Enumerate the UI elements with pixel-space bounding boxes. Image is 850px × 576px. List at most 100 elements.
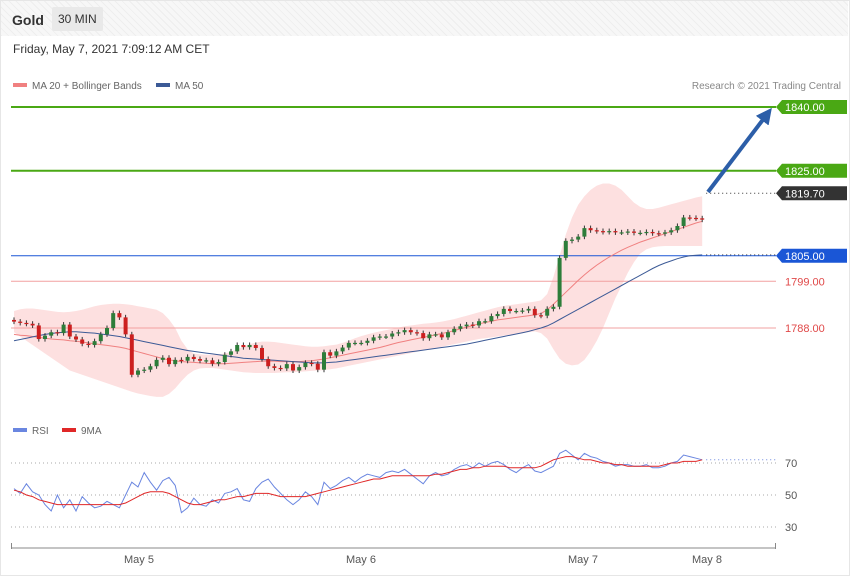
candle	[700, 218, 705, 220]
rsi-tick-label: 70	[785, 458, 797, 470]
candle	[346, 342, 351, 348]
candle	[204, 360, 209, 362]
candle	[427, 334, 432, 339]
candle	[582, 228, 587, 237]
candle	[235, 345, 240, 352]
ma20-line	[13, 220, 703, 365]
legend-rsi: RSI	[13, 426, 49, 438]
candle	[365, 340, 370, 343]
candle	[291, 364, 295, 371]
candle	[36, 325, 41, 340]
candle	[675, 226, 680, 231]
x-tick-label: May 8	[692, 554, 722, 566]
candle	[384, 336, 388, 338]
candle	[421, 333, 426, 339]
price-tag-1805.00: 1805.00	[776, 248, 847, 263]
candle	[483, 321, 488, 323]
candle	[415, 332, 419, 334]
candle	[359, 342, 364, 345]
legend-label-rsi-ma: 9MA	[81, 426, 102, 437]
candle	[489, 316, 494, 322]
candle	[12, 319, 16, 322]
candle	[117, 313, 122, 318]
legend-label-ma50: MA 50	[175, 81, 204, 92]
candle	[371, 337, 376, 341]
candle	[105, 328, 109, 335]
candle	[551, 306, 556, 309]
candle	[185, 356, 190, 361]
candle	[557, 257, 562, 307]
price-tag-bg	[776, 248, 847, 263]
candle	[272, 366, 277, 368]
candle	[353, 342, 357, 345]
candle	[632, 231, 636, 233]
candle	[278, 367, 283, 370]
rsi-tick-label: 50	[785, 490, 797, 502]
candle	[588, 228, 593, 231]
candle	[607, 231, 612, 233]
candle	[594, 230, 599, 232]
candle	[160, 357, 165, 360]
price-tag-label: 1825.00	[785, 166, 825, 178]
rsi-line	[13, 449, 703, 514]
candle	[396, 332, 401, 334]
candle	[433, 334, 438, 336]
x-tick-label: May 7	[568, 554, 598, 566]
legend-swatch-rsi-ma	[62, 428, 76, 433]
rsi-ma-line	[13, 456, 703, 506]
candle	[477, 321, 481, 326]
candle	[328, 352, 333, 356]
candle	[638, 232, 643, 234]
candle	[576, 236, 581, 240]
rsi-tick-label: 30	[785, 522, 797, 534]
candle	[613, 231, 618, 233]
candle	[167, 357, 171, 365]
candle	[470, 324, 475, 326]
candle	[501, 308, 506, 314]
candle	[303, 362, 308, 368]
price-tag-1788.00: 1788.00	[785, 323, 825, 335]
legend-swatch-ma20	[13, 83, 27, 88]
candle	[377, 336, 382, 338]
candle	[601, 231, 605, 233]
price-tag-1825.00: 1825.00	[776, 163, 847, 178]
candle	[142, 369, 147, 371]
legend-swatch-rsi	[13, 428, 27, 433]
candle	[508, 308, 512, 311]
legend-ma20: MA 20 + Bollinger Bands	[13, 81, 142, 93]
candle	[458, 326, 463, 329]
candle	[526, 308, 531, 311]
legend-rsi-ma: 9MA	[62, 426, 102, 438]
candle	[514, 311, 519, 313]
candle	[663, 232, 667, 234]
candle	[694, 217, 698, 220]
candle	[80, 339, 85, 344]
candle	[309, 362, 314, 365]
candle	[390, 333, 395, 337]
price-tag-label: 1840.00	[785, 102, 825, 114]
candle	[681, 217, 686, 226]
forecast-arrow	[706, 107, 772, 194]
timestamp: Friday, May 7, 2021 7:09:12 AM CET	[13, 42, 210, 56]
price-tag-label: 1805.00	[785, 251, 825, 263]
interval-button[interactable]: 30 MIN	[52, 7, 103, 31]
x-tick-label: May 5	[124, 554, 154, 566]
price-tag-1819.70: 1819.70	[776, 186, 847, 201]
price-tag-label: 1819.70	[785, 188, 825, 200]
x-tick-label: May 6	[346, 554, 376, 566]
candle	[43, 335, 47, 340]
legend-label-ma20: MA 20 + Bollinger Bands	[32, 81, 142, 92]
candle	[198, 359, 202, 361]
candle	[210, 360, 215, 364]
bollinger-band-area	[14, 183, 703, 397]
candle	[61, 324, 66, 334]
price-tag-label: 1788.00	[785, 323, 825, 335]
candle	[266, 359, 271, 367]
price-tag-bg	[776, 100, 847, 114]
candle	[532, 308, 537, 316]
candle	[452, 328, 457, 333]
candle	[67, 324, 72, 337]
candle	[545, 308, 550, 316]
